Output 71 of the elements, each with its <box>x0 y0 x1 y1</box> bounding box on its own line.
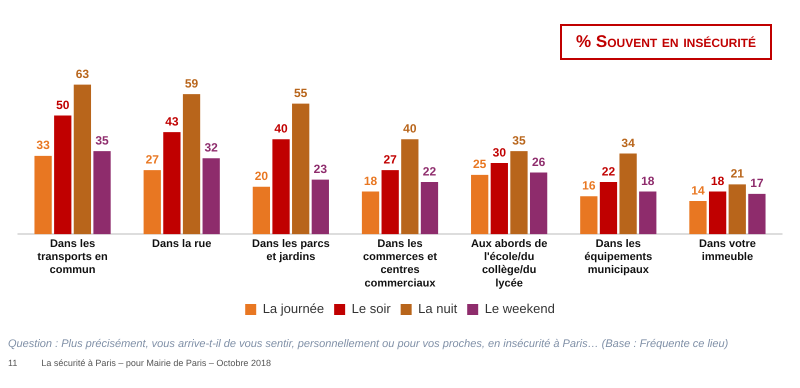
x-tick-label: Aux abords de l'école/du collège/du lycée <box>470 238 548 290</box>
x-tick-label: Dans les parcs et jardins <box>252 238 330 264</box>
text: 11 <box>8 358 18 368</box>
x-tick-label: Dans les transports en commun <box>37 238 108 276</box>
bar <box>689 200 707 234</box>
data-label: 34 <box>621 136 636 150</box>
bar <box>401 139 418 234</box>
data-label: 40 <box>274 122 288 136</box>
bar <box>600 182 618 234</box>
data-label: 18 <box>364 174 378 188</box>
data-label: 27 <box>146 152 160 166</box>
data-label: 50 <box>56 98 70 112</box>
data-label: 22 <box>422 164 436 178</box>
bar <box>490 162 508 234</box>
data-label: 63 <box>76 66 90 81</box>
data-label: 26 <box>532 154 546 169</box>
bar <box>144 170 161 234</box>
bar <box>708 191 726 234</box>
data-label: 21 <box>730 166 744 181</box>
text: Question : Plus précisément, vous arrive-t-il de vous sentir, personnellement ou pour vos proches, en insécurité à Paris… (Base : Fréquente ce lieu) <box>8 338 730 350</box>
bar <box>34 156 52 234</box>
bar <box>362 191 380 234</box>
data-label: 35 <box>95 133 110 148</box>
bar <box>292 104 310 234</box>
bar <box>382 170 399 234</box>
legend-label: Le weekend <box>484 301 555 316</box>
bar <box>252 186 270 234</box>
data-label: 25 <box>472 157 487 172</box>
bar <box>748 194 766 234</box>
data-label: 35 <box>512 133 526 148</box>
x-tick-label: Dans la rue <box>152 238 212 250</box>
data-label: 43 <box>165 114 179 128</box>
data-label: 17 <box>750 176 764 190</box>
bar <box>420 182 438 234</box>
data-label: 14 <box>691 183 705 198</box>
data-label: 32 <box>204 140 218 155</box>
bar <box>471 174 488 234</box>
data-label: 20 <box>254 169 268 184</box>
bar <box>639 191 656 234</box>
legend-label: La journée <box>262 301 324 316</box>
text: La sécurité à Paris – pour Mairie de Paris – Octobre 2018 <box>41 358 271 368</box>
bar <box>728 184 746 234</box>
bar <box>510 151 528 234</box>
legend-label: La nuit <box>418 301 458 316</box>
bar <box>202 158 220 234</box>
data-label: 27 <box>383 152 398 166</box>
bar <box>163 132 181 234</box>
data-label: 59 <box>184 76 199 90</box>
x-tick-label: Dans les commerces et centres commerciaux <box>363 238 438 290</box>
bar <box>93 151 111 234</box>
bar <box>312 180 329 234</box>
bar <box>530 172 548 234</box>
chart-title: % Souvent en insécurité <box>560 24 772 60</box>
bar <box>580 196 598 234</box>
data-label: 22 <box>602 164 616 178</box>
bar <box>54 115 72 234</box>
data-label: 23 <box>314 162 328 176</box>
bar <box>619 153 637 234</box>
bar <box>74 84 92 234</box>
x-tick-label: Dans les équipements municipaux <box>584 238 652 276</box>
legend-label: Le soir <box>352 301 392 316</box>
data-label: 55 <box>294 86 308 100</box>
bar <box>272 139 290 234</box>
x-tick-label: Dans votre immeuble <box>699 238 756 264</box>
data-label: 18 <box>710 174 725 188</box>
data-label: 30 <box>492 145 506 160</box>
data-label: 18 <box>641 174 655 188</box>
data-label: 33 <box>36 138 50 152</box>
data-label: 40 <box>403 122 417 136</box>
data-label: 16 <box>582 178 596 193</box>
bar <box>182 94 200 234</box>
